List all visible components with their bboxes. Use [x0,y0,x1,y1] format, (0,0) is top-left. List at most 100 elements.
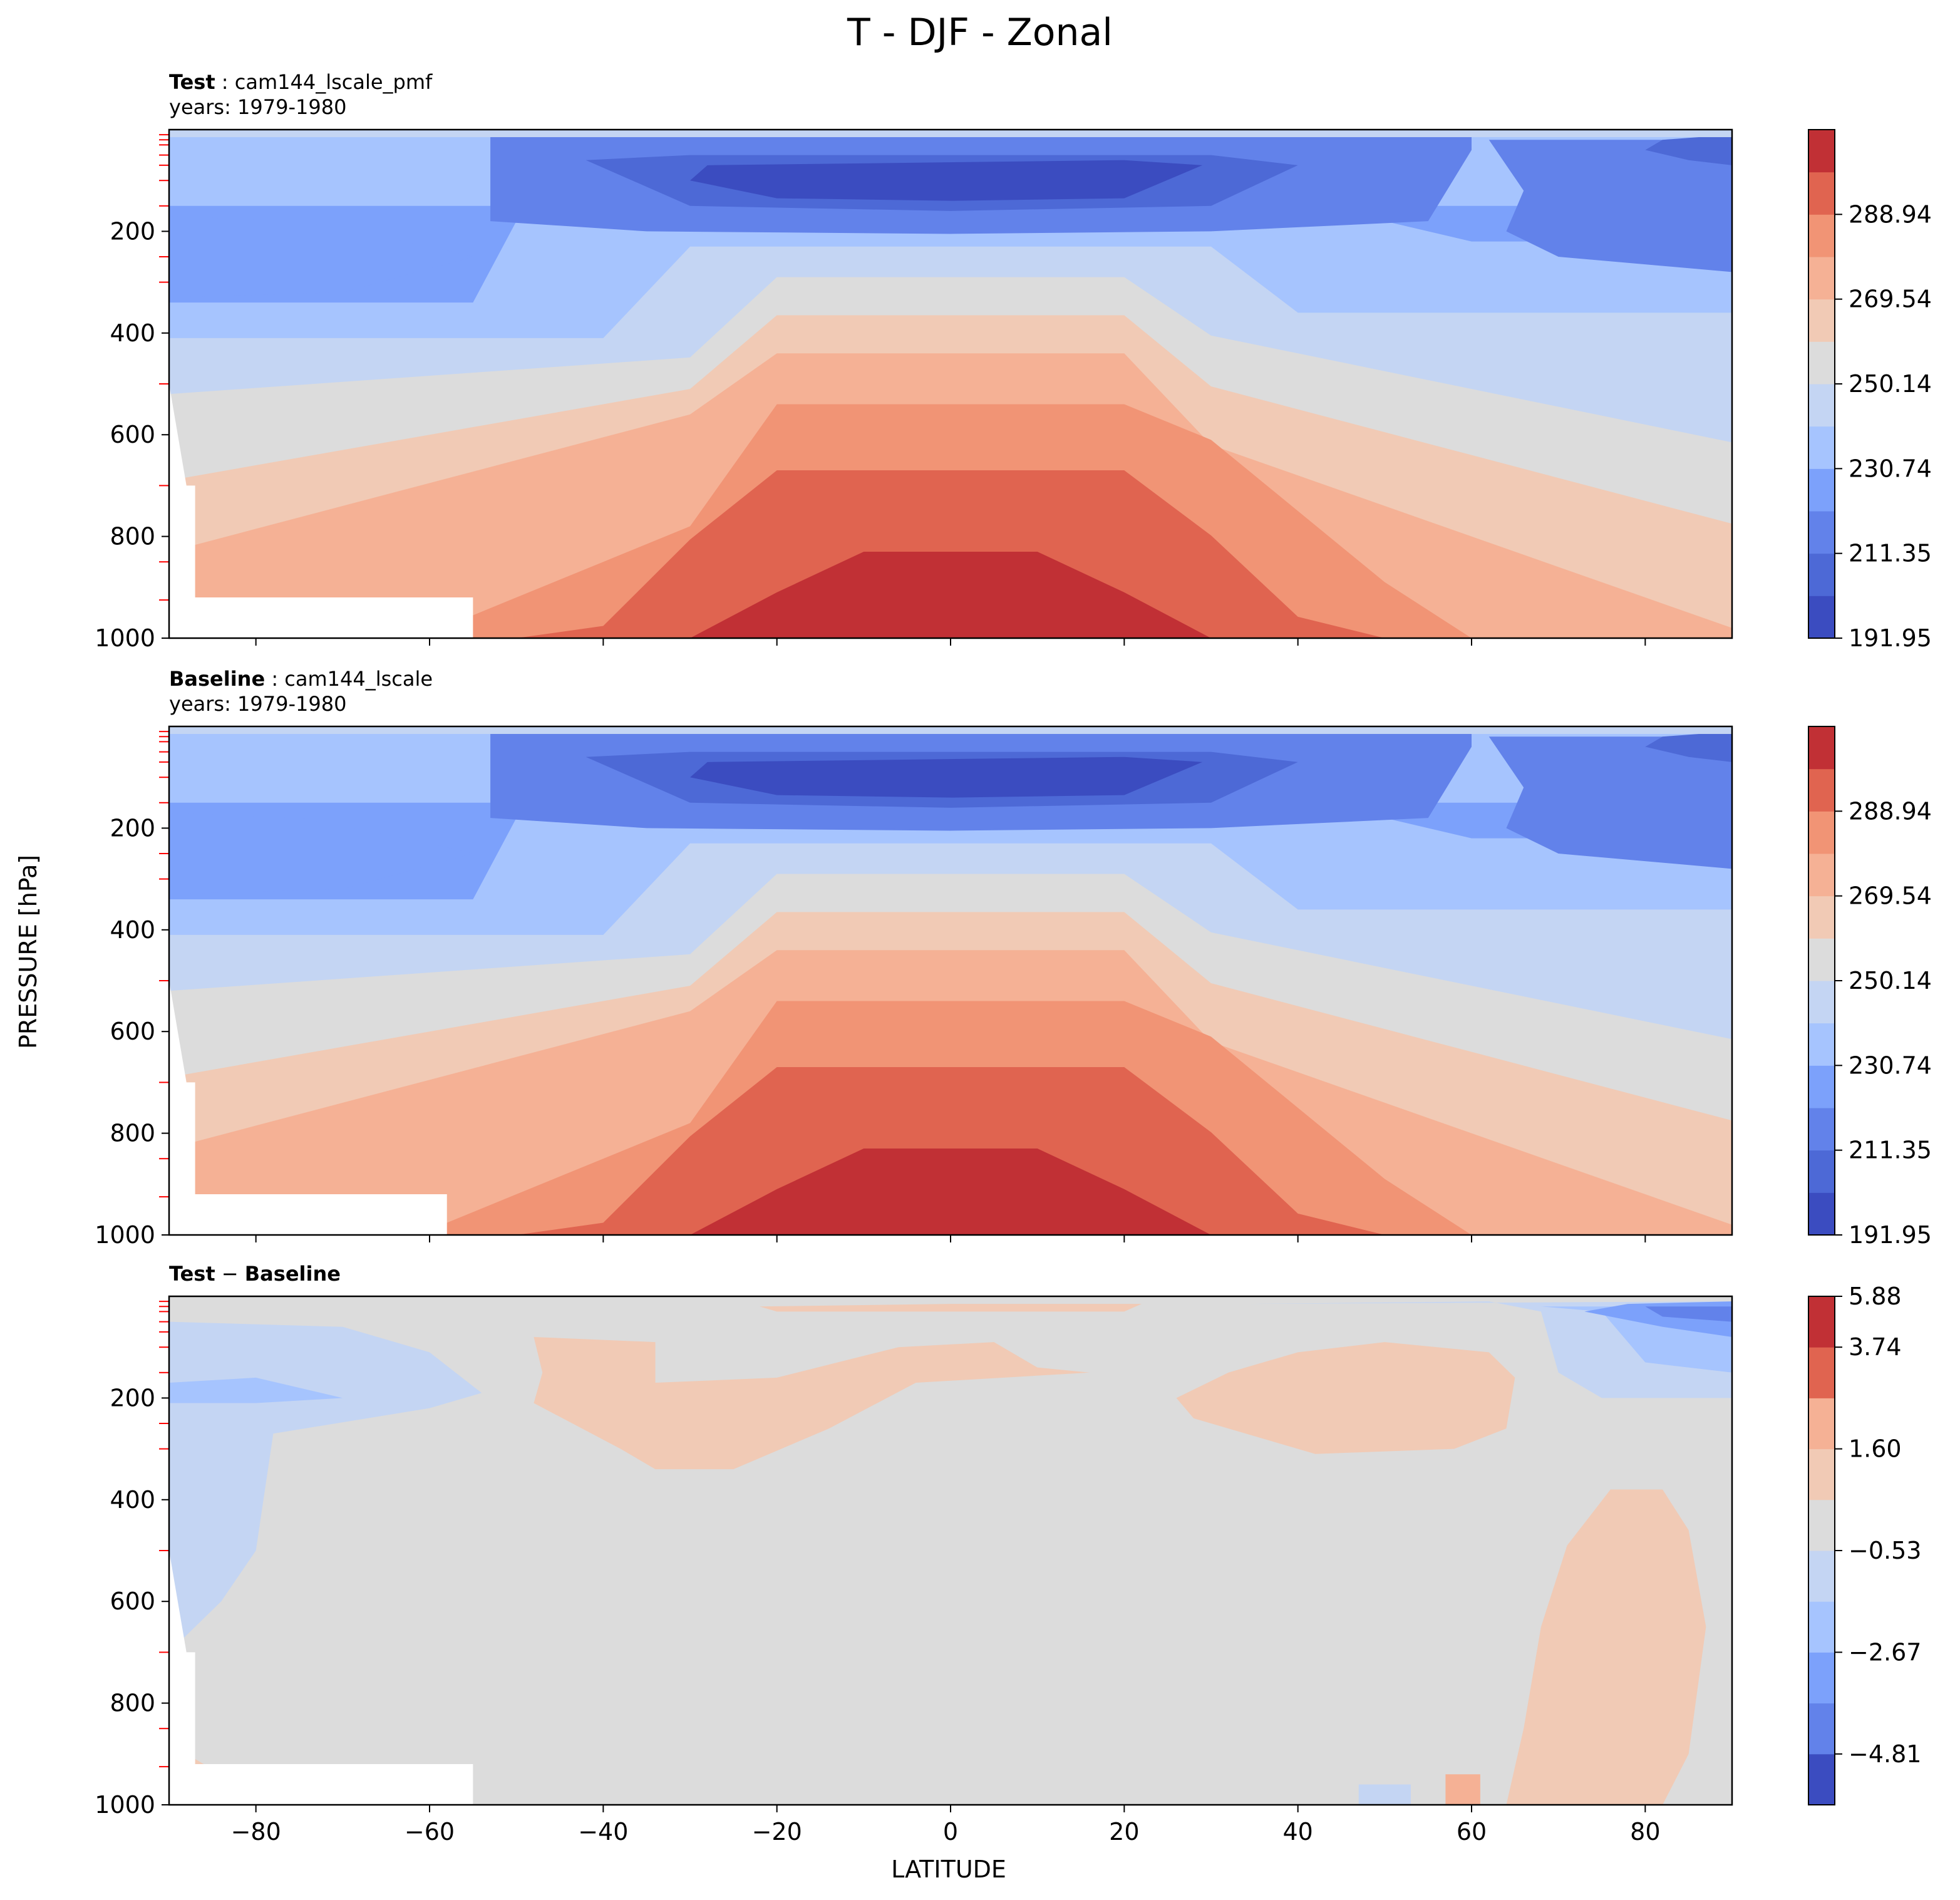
colorbar-segment [1808,299,1835,342]
colorbar-tick-label: 288.94 [1849,797,1932,825]
y-tick-label: 1000 [95,1791,155,1819]
colorbar-tick-label: 211.35 [1849,540,1932,567]
contour-band-pos-arctic [1506,1489,1706,1805]
colorbar-tick-label: 250.14 [1849,967,1932,994]
contour-band-pos-tropics [534,1336,1090,1470]
contour-band-pos-arctic-core [1445,1774,1480,1805]
colorbar-segment [1808,1108,1835,1151]
colorbar-segment [1808,981,1835,1024]
colorbar-segment [1808,1065,1835,1108]
baseline-label: Baseline [169,667,265,691]
colorbar-tick-label: −2.67 [1849,1638,1921,1666]
diff-label-test: Test [169,1262,215,1286]
colorbar-tick-label: 5.88 [1849,1283,1902,1310]
baseline-panel-title: Baseline : cam144_lscale [169,667,433,691]
colorbar-segment [1808,854,1835,897]
colorbar-segment [1808,1023,1835,1066]
colorbar-segment [1808,1296,1835,1348]
colorbar-segment [1808,726,1835,770]
test-years: years: 1979-1980 [169,95,346,119]
diff-contour-plot: 200 400 600 800 1000 −80 −60 −40 −20 0 20 40 60 80 [95,1295,1733,1846]
colorbar-segment [1808,1703,1835,1755]
colorbar-segment [1808,426,1835,469]
contour-band-top [169,726,1732,734]
colorbar-segment [1808,341,1835,385]
contour-band [169,551,1732,638]
test-contour-plot: 200 400 600 800 1000 [95,128,1733,652]
y-tick-label: 800 [110,523,155,550]
colorbar-segment [1808,768,1835,812]
contour-band [169,1148,1732,1235]
colorbar-segment [1808,130,1835,173]
y-tick-label: 600 [110,421,155,448]
contour-band-neg-north-core [1645,1306,1732,1322]
missing-data-region [169,1551,473,1805]
test-case-name: : cam144_lscale_pmf [215,70,433,94]
colorbar-segment [1808,1499,1835,1551]
colorbar-segment [1808,384,1835,427]
diff-colorbar: −4.81 −2.67 −0.53 1.60 3.74 5.88 [1808,1283,1921,1805]
colorbar-tick-label: 288.94 [1849,200,1932,228]
y-tick-label: 800 [110,1690,155,1717]
colorbar-segment [1808,1398,1835,1450]
contour-band-cold [690,160,1203,201]
contour-band-pos-north [1176,1342,1515,1454]
y-tick-label: 800 [110,1120,155,1147]
y-tick-label: 200 [110,217,155,245]
colorbar-tick-label: 269.54 [1849,286,1932,313]
test-colorbar: 191.95 211.35 230.74 250.14 269.54 288.94 [1808,129,1932,652]
x-tick-label: 20 [1109,1818,1139,1846]
colorbar-tick-label: −4.81 [1849,1740,1921,1768]
contour-band-neg-south [169,1321,482,1653]
colorbar-segment [1808,1192,1835,1236]
colorbar-segment [1808,1652,1835,1704]
colorbar-segment [1808,553,1835,596]
contour-band-polar-core [1645,731,1732,762]
diff-label-minus: − [215,1262,245,1286]
colorbar-tick-label: 250.14 [1849,370,1932,398]
contour-band-polar-core [1645,135,1732,165]
missing-data-region [169,384,473,638]
x-tick-label: −80 [231,1818,281,1846]
test-label: Test [169,70,215,94]
colorbar-tick-label: 191.95 [1849,624,1932,652]
x-tick-label: 80 [1630,1818,1660,1846]
baseline-case-name: : cam144_lscale [265,667,433,691]
colorbar-segment [1808,1347,1835,1398]
diff-panel-title: Test − Baseline [169,1262,341,1286]
colorbar-segment [1808,511,1835,554]
y-tick-label: 400 [110,1486,155,1514]
colorbar-segment [1808,1753,1835,1805]
colorbar-segment [1808,896,1835,939]
y-tick-label: 600 [110,1018,155,1045]
x-tick-label: 40 [1282,1818,1313,1846]
colorbar-tick-label: 3.74 [1849,1333,1902,1361]
y-tick-label: 200 [110,814,155,842]
colorbar-segment [1808,596,1835,639]
baseline-colorbar: 191.95 211.35 230.74 250.14 269.54 288.94 [1808,726,1932,1249]
colorbar-segment [1808,1150,1835,1193]
contour-band-south [169,216,473,297]
contour-band-polar [1488,140,1732,272]
x-tick-label: 0 [943,1818,958,1846]
colorbar-segment [1808,938,1835,981]
x-tick-label: 60 [1457,1818,1487,1846]
y-axis-label: PRESSURE [hPa] [14,855,42,1049]
contour-band-top [169,130,1732,137]
colorbar-segment [1808,1448,1835,1500]
colorbar-tick-label: 230.74 [1849,455,1932,482]
y-tick-label: 1000 [95,1221,155,1249]
contour-band-cold [690,756,1203,798]
colorbar-segment [1808,172,1835,215]
baseline-years: years: 1979-1980 [169,692,346,716]
colorbar-segment [1808,1551,1835,1602]
y-tick-label: 400 [110,319,155,347]
diff-label-baseline: Baseline [245,1262,341,1286]
colorbar-segment [1808,1601,1835,1653]
colorbar-segment [1808,811,1835,854]
x-tick-label: −20 [752,1818,802,1846]
figure-title: T - DJF - Zonal [847,11,1113,54]
y-tick-label: 400 [110,916,155,944]
contour-band-south [169,813,473,894]
contour-band-neg-blob [1358,1784,1411,1805]
